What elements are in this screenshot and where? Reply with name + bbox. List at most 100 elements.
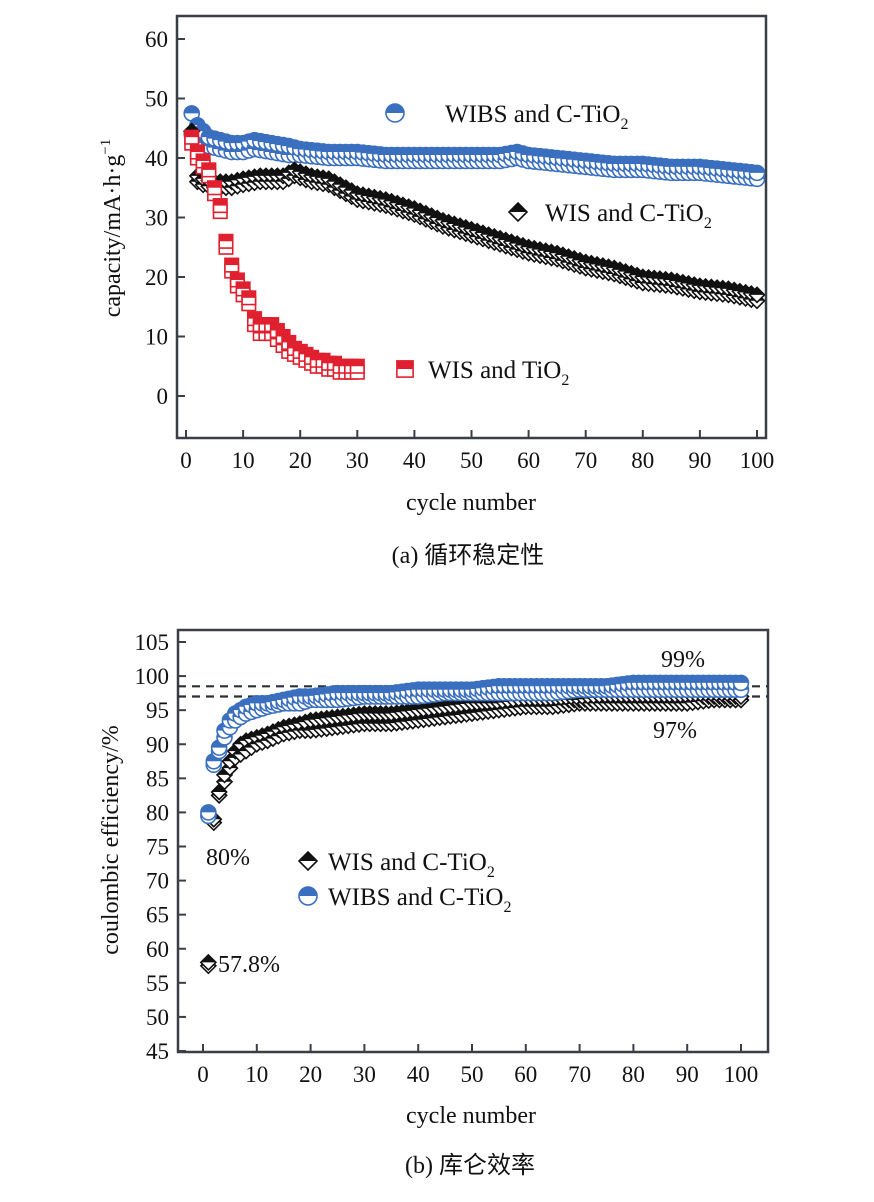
x-tick-label: 0 xyxy=(197,1062,209,1087)
legend-label-subscript: 2 xyxy=(561,372,569,389)
data-point-charge xyxy=(241,290,257,306)
marker-fill xyxy=(264,317,279,325)
x-axis-title: cycle number xyxy=(406,1103,536,1129)
marker-fill xyxy=(299,887,317,896)
x-tick-label: 60 xyxy=(517,448,540,473)
legend-item: WIBS and C-TiO2 xyxy=(385,101,629,133)
marker-fill xyxy=(200,954,216,963)
legend-marker-circle-icon xyxy=(298,886,318,906)
x-tick-label: 90 xyxy=(676,1062,699,1087)
legend-label-subscript: 2 xyxy=(504,899,512,916)
y-tick-label: 20 xyxy=(145,265,168,290)
x-tick-label: 70 xyxy=(568,1062,591,1087)
x-tick-label: 80 xyxy=(631,448,654,473)
y-tick-label: 85 xyxy=(146,766,169,791)
marker-fill xyxy=(276,329,290,337)
data-point-charge xyxy=(212,198,228,214)
y-axis-title: capacity/mA·h·g−1 xyxy=(98,139,126,318)
marker-fill xyxy=(509,203,527,212)
legend-label-text: WIBS and C-TiO xyxy=(328,884,504,911)
series-layer xyxy=(199,674,750,975)
legend-item: WIS and C-TiO2 xyxy=(297,849,495,881)
legend-label-text: WIS and TiO xyxy=(428,357,561,384)
legend-label-subscript: 2 xyxy=(704,215,712,232)
marker-fill xyxy=(200,804,216,813)
y-tick-label: 95 xyxy=(146,698,169,723)
x-tick-label: 80 xyxy=(622,1062,645,1087)
y-tick-label: 50 xyxy=(146,1005,169,1030)
marker-fill xyxy=(202,163,216,170)
caption-b: (b) 库仑效率 xyxy=(405,1152,535,1179)
annotation-label: 80% xyxy=(206,845,250,871)
x-tick-label: 90 xyxy=(688,448,711,473)
y-tick-label: 75 xyxy=(146,835,169,860)
x-tick-label: 60 xyxy=(514,1062,537,1087)
data-point-charge xyxy=(748,286,766,304)
y-tick-label: 100 xyxy=(135,664,170,689)
legend-item: WIS and C-TiO2 xyxy=(507,200,712,232)
y-tick-label: 10 xyxy=(145,325,168,350)
legend-item: WIBS and C-TiO2 xyxy=(298,884,512,916)
marker-fill xyxy=(733,675,749,683)
marker-fill xyxy=(350,359,365,367)
x-tick-label: 100 xyxy=(740,448,775,473)
marker-fill xyxy=(184,123,200,132)
y-tick-label: 90 xyxy=(146,732,169,757)
legend-label: WIBS and C-TiO2 xyxy=(445,101,629,133)
y-axis: 0 10 20 30 40 50 60 xyxy=(145,27,185,409)
x-axis: 0 10 20 30 40 50 60 70 80 90 100 xyxy=(180,430,774,473)
capacity-chart: 0 10 20 30 40 50 60 0 10 20 30 40 50 60 70 80 90 100 WIB… xyxy=(98,14,774,569)
marker-fill xyxy=(207,181,222,188)
marker-fill xyxy=(247,311,262,319)
marker-fill xyxy=(196,154,210,161)
x-tick-label: 20 xyxy=(299,1062,322,1087)
y-tick-label: 60 xyxy=(145,27,168,52)
data-point-charge xyxy=(748,164,766,182)
x-tick-label: 40 xyxy=(407,1062,430,1087)
y-tick-label: 80 xyxy=(146,800,169,825)
legend-label-subscript: 2 xyxy=(487,864,495,881)
legend-label: WIS and C-TiO2 xyxy=(545,200,712,232)
coulombic-efficiency-chart: 45 50 55 60 65 70 75 80 85 90 95 100 105 0 10 20 30 40 50… xyxy=(98,628,770,1179)
data-point-charge xyxy=(183,105,201,122)
data-point-charge xyxy=(349,358,365,374)
legend-label: WIS and TiO2 xyxy=(428,357,569,389)
legend-label: WIS and C-TiO2 xyxy=(328,849,495,881)
x-tick-label: 70 xyxy=(574,448,597,473)
y-tick-label: 45 xyxy=(146,1039,169,1064)
legend-item: WIS and TiO2 xyxy=(396,357,569,389)
y-tick-label: 60 xyxy=(146,937,169,962)
marker-fill xyxy=(184,130,199,138)
series-wis-and-tio2 xyxy=(184,129,365,380)
x-axis-title: cycle number xyxy=(406,490,536,516)
marker-fill xyxy=(270,323,285,331)
legend-marker-square-icon xyxy=(396,360,414,378)
series-wibs-and-c-tio2 xyxy=(183,105,766,188)
legend-marker-diamond-icon xyxy=(507,201,529,223)
y-tick-label: 105 xyxy=(135,630,170,655)
data-point-charge xyxy=(207,180,223,196)
data-point-charge xyxy=(218,233,234,249)
y-tick-label: 55 xyxy=(146,971,169,996)
data-point-charge xyxy=(201,162,217,178)
marker-fill xyxy=(211,784,227,792)
marker-fill xyxy=(184,105,200,114)
marker-fill xyxy=(749,165,765,173)
y-tick-label: 40 xyxy=(145,146,168,171)
marker-fill xyxy=(749,287,765,295)
x-axis: 0 10 20 30 40 50 60 70 80 90 100 xyxy=(197,1044,758,1087)
legend-label: WIBS and C-TiO2 xyxy=(328,884,512,916)
data-point-charge xyxy=(224,257,240,273)
x-tick-label: 50 xyxy=(460,448,483,473)
y-tick-label: 70 xyxy=(146,869,169,894)
marker-fill xyxy=(230,273,245,280)
x-tick-label: 50 xyxy=(461,1062,484,1087)
marker-fill xyxy=(190,145,205,153)
marker-fill xyxy=(299,852,317,861)
legend-label-subscript: 2 xyxy=(621,116,629,133)
y-axis-title: coulombic efficiency/% xyxy=(98,725,124,954)
x-tick-label: 20 xyxy=(289,448,312,473)
x-tick-label: 0 xyxy=(180,448,192,473)
